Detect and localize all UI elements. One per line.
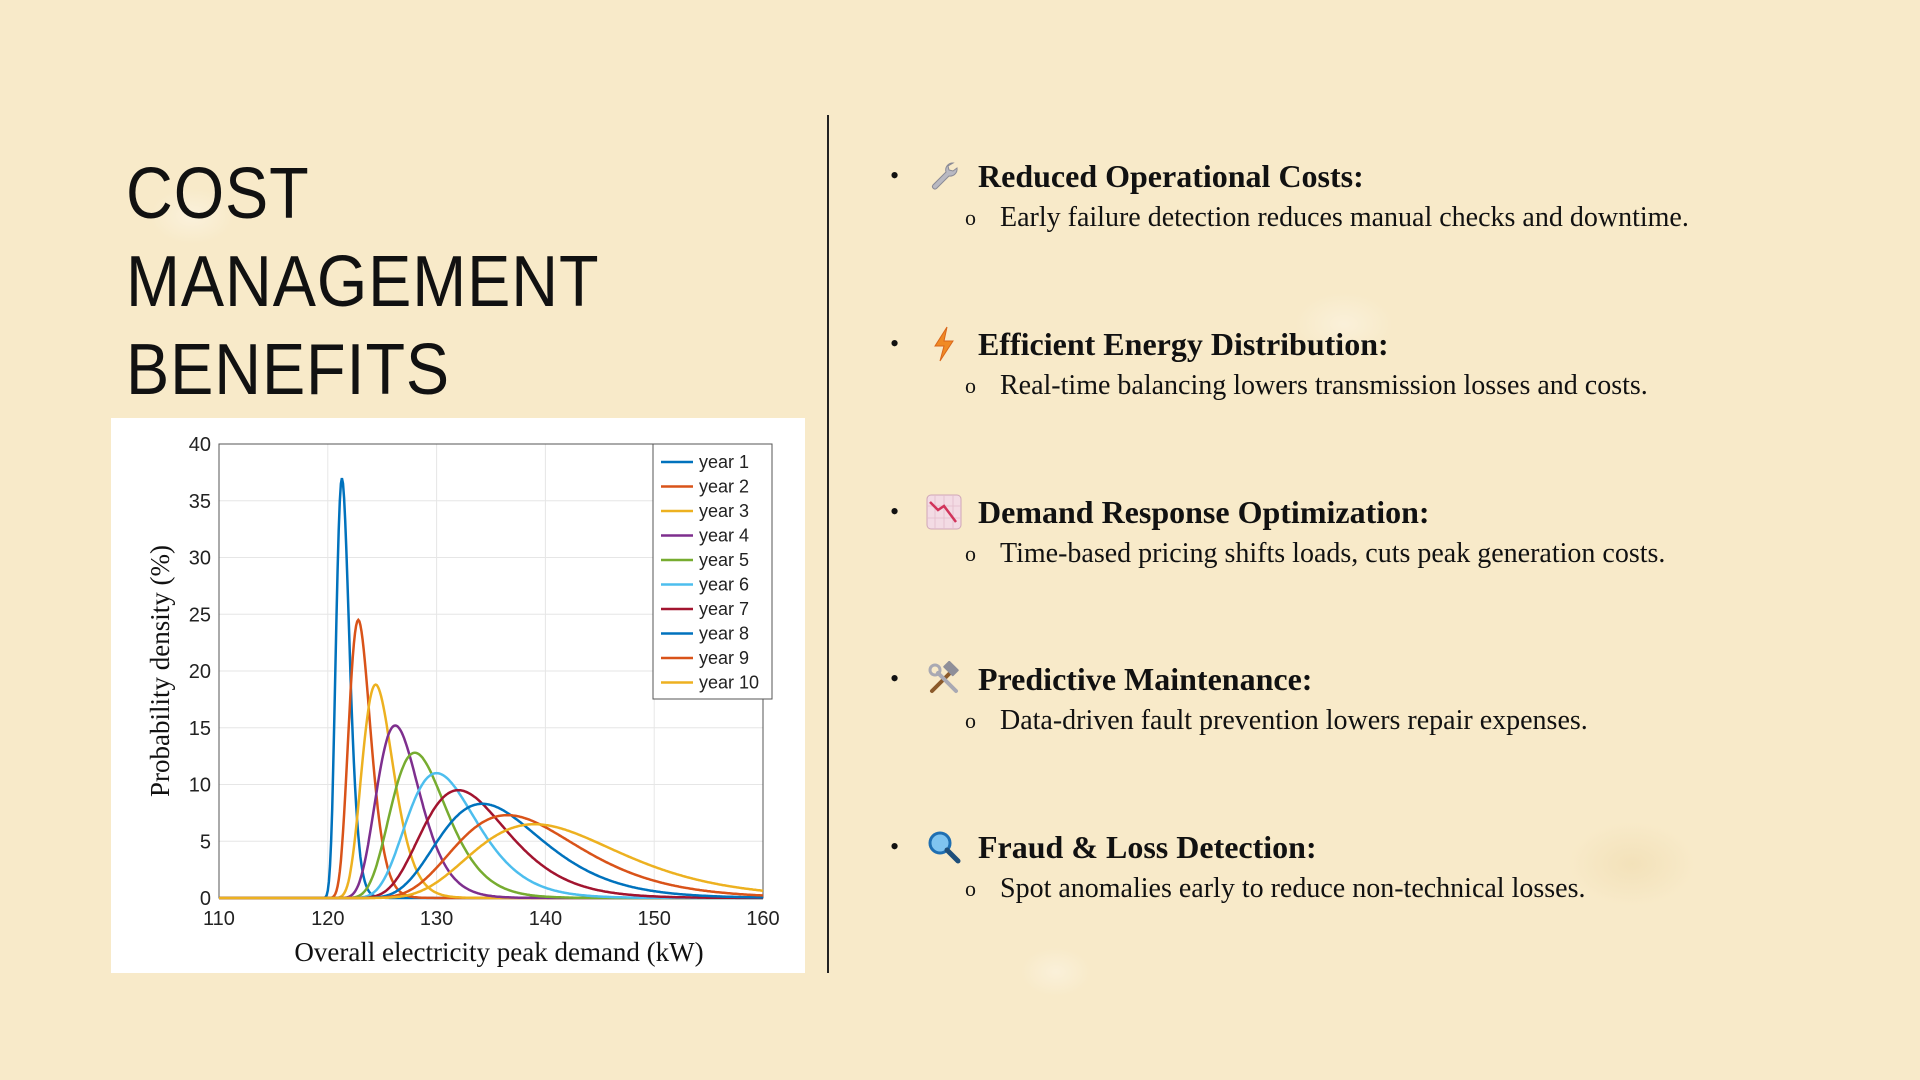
legend-label: year 6 xyxy=(699,575,749,595)
x-axis-label: Overall electricity peak demand (kW) xyxy=(294,937,703,967)
bullet: • xyxy=(890,161,900,190)
x-tick-label: 130 xyxy=(420,908,453,930)
y-tick-label: 30 xyxy=(189,548,211,570)
y-tick-label: 5 xyxy=(200,831,211,853)
y-tick-label: 35 xyxy=(189,491,211,513)
x-tick-label: 110 xyxy=(203,908,235,930)
bullet: • xyxy=(890,664,900,693)
legend-label: year 9 xyxy=(699,648,749,668)
lightning-icon xyxy=(924,324,964,364)
series-line-3 xyxy=(219,683,763,900)
sub-bullet: o xyxy=(965,205,976,230)
x-tick-label: 120 xyxy=(311,908,344,930)
benefit-title: Fraud & Loss Detection: xyxy=(978,828,1317,865)
title-line-1: COST MANAGEMENT xyxy=(126,154,600,322)
benefit-detail: Spot anomalies early to reduce non-techn… xyxy=(1000,873,1586,904)
sub-bullet: o xyxy=(965,541,976,566)
x-tick-label: 160 xyxy=(746,908,779,930)
legend-label: year 5 xyxy=(699,550,749,570)
legend-label: year 3 xyxy=(699,501,749,521)
benefit-detail: Real-time balancing lowers transmission … xyxy=(1000,370,1648,401)
x-tick-label: 140 xyxy=(529,908,562,930)
series-line-10 xyxy=(219,822,764,900)
x-tick-label: 150 xyxy=(638,908,671,930)
benefit-title: Reduced Operational Costs: xyxy=(978,157,1364,194)
benefit-detail: Early failure detection reduces manual c… xyxy=(1000,202,1689,233)
y-tick-label: 10 xyxy=(189,775,211,797)
y-tick-label: 25 xyxy=(189,604,211,626)
legend-label: year 7 xyxy=(699,599,749,619)
benefit-item: • Demand Response Optimization: o Time-b… xyxy=(890,490,1890,570)
y-tick-label: 15 xyxy=(189,718,211,740)
y-tick-label: 40 xyxy=(189,434,211,456)
legend-label: year 1 xyxy=(699,452,749,472)
peak-demand-chart: 110 120 130 140 150 160 0 5 10 15 20 25 30 35 40 Overal… xyxy=(111,418,805,973)
bullet: • xyxy=(890,329,900,358)
benefit-title: Predictive Maintenance: xyxy=(978,660,1313,697)
benefit-detail: Data-driven fault prevention lowers repa… xyxy=(1000,705,1588,736)
sub-bullet: o xyxy=(965,708,976,733)
slide-title: COST MANAGEMENT BENEFITS xyxy=(126,150,756,414)
benefit-title: Efficient Energy Distribution: xyxy=(978,325,1389,362)
magnifier-icon xyxy=(924,827,964,867)
hammer-wrench-icon xyxy=(924,659,964,699)
wrench-icon xyxy=(924,156,964,196)
legend-label: year 4 xyxy=(699,526,749,546)
y-tick-label: 20 xyxy=(189,661,211,683)
series-line-9 xyxy=(219,813,764,900)
benefit-item: • Fraud & Loss Detection: o Spot anomali… xyxy=(890,825,1890,905)
benefit-title: Demand Response Optimization: xyxy=(978,493,1430,530)
sub-bullet: o xyxy=(965,373,976,398)
legend-label: year 8 xyxy=(699,624,749,644)
title-line-2: BENEFITS xyxy=(126,330,451,410)
benefit-item: • Efficient Energy Distribution: o Real-… xyxy=(890,322,1890,402)
benefit-item: • Predictive Maintenance: o Data-driven … xyxy=(890,657,1890,737)
chart-svg: 110 120 130 140 150 160 0 5 10 15 20 25 30 35 40 Overal… xyxy=(145,434,780,967)
sub-bullet: o xyxy=(965,876,976,901)
chart-decreasing-icon xyxy=(924,492,964,532)
y-tick-label: 0 xyxy=(200,888,211,910)
bullet: • xyxy=(890,497,900,526)
vertical-divider xyxy=(827,115,829,973)
bullet: • xyxy=(890,832,900,861)
benefit-item: • Reduced Operational Costs: o Early fai… xyxy=(890,154,1890,234)
benefit-detail: Time-based pricing shifts loads, cuts pe… xyxy=(1000,538,1666,569)
y-axis-label: Probability density (%) xyxy=(145,545,175,797)
legend-label: year 10 xyxy=(699,673,759,693)
legend-label: year 2 xyxy=(699,477,749,497)
